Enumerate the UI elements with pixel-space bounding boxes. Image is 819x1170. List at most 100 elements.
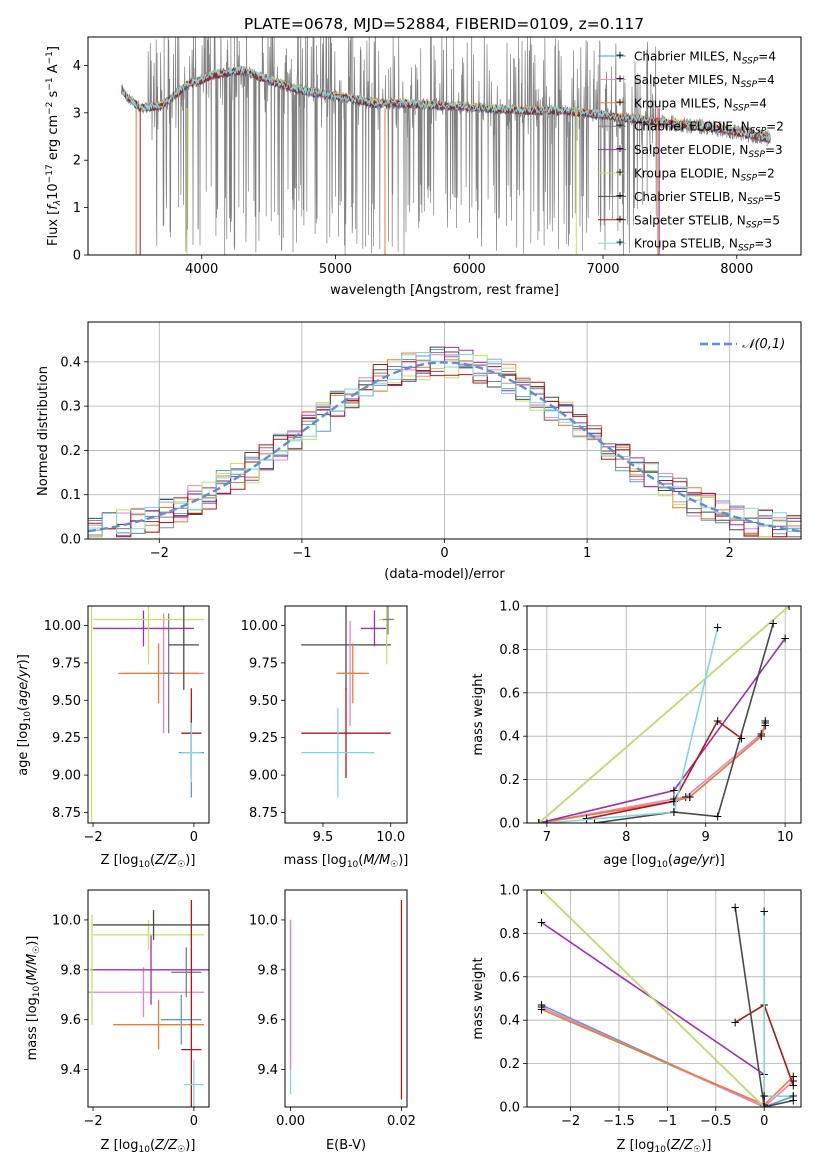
x-axis-label-part: )] [398, 853, 408, 868]
x-axis-label: Z [log10​(Z/Z☉​)] [101, 1138, 196, 1155]
mass-weight-line [594, 623, 774, 823]
mass-weight-marker: + [669, 783, 679, 797]
mass-weight-marker: + [759, 905, 769, 919]
y-tick-label: 4 [73, 59, 81, 74]
x-axis-label-part: M/M [363, 853, 390, 868]
x-axis-label-part: ☉ [177, 860, 185, 870]
mass-weight-marker: + [534, 816, 544, 830]
x-axis-label-part: )] [185, 853, 195, 868]
y-axis-label: age [log10​(age/yr)] [16, 654, 33, 776]
y-tick-label: 9.00 [52, 769, 81, 784]
mass-weight-marker: + [784, 599, 794, 613]
legend-label-part: SSP [741, 174, 758, 184]
y-axis-label-part: Flux [ [46, 210, 61, 246]
x-tick-label: 0 [190, 830, 198, 845]
x-tick-label: 0 [760, 1114, 768, 1129]
y-axis-label-part: 10 [46, 183, 61, 200]
y-tick-label: 0.0 [499, 1101, 520, 1116]
y-tick-label: 9.75 [52, 656, 81, 671]
x-axis-label-part: )] [185, 1138, 195, 1153]
legend-label-part: =4 [758, 50, 776, 64]
axes-frame [526, 605, 802, 824]
legend-label-part: Salpeter ELODIE, N [634, 143, 748, 157]
y-tick-label: 10.00 [241, 619, 278, 634]
residual-histogram [88, 354, 801, 538]
age-vs-mass-panel: 9.5 10.0 8.75 9.00 9.25 9.50 9.75 10.00 mass [lo… [241, 605, 408, 870]
x-tick-label: 7 [543, 830, 551, 845]
x-tick-label: 0.02 [387, 1114, 416, 1129]
x-axis-label-part: 10 [347, 860, 359, 870]
legend-label-part: =4 [749, 96, 767, 110]
y-tick-label: 8.75 [249, 806, 278, 821]
mass-weight-marker: + [768, 616, 778, 630]
y-tick-label: 2 [73, 154, 81, 169]
residual-histogram [88, 346, 801, 531]
x-axis-label-part: Z/Z [154, 853, 178, 868]
mass-weight-marker: + [536, 916, 546, 930]
mass-weight-marker: + [788, 1093, 798, 1107]
x-tick-label: 6000 [453, 262, 486, 277]
legend-marker: + [615, 236, 624, 249]
mass-weight-marker: + [536, 998, 546, 1012]
y-tick-label: 0.6 [499, 686, 520, 701]
x-axis-label-part: Z/Z [154, 1138, 178, 1153]
residual-histogram [88, 361, 801, 538]
mass-weight-marker: + [536, 883, 546, 897]
plot-area: ++ +++++ +++++ ++++++++++++ +++++++++ [534, 599, 794, 830]
axes-frame [526, 889, 802, 1108]
mass-weight-marker: + [669, 794, 679, 808]
y-tick-label: 10.0 [52, 913, 81, 928]
x-tick-label: −1 [292, 546, 311, 561]
x-axis-label-part: 10 [656, 860, 668, 870]
x-tick-label: 7000 [586, 262, 619, 277]
legend-marker: + [615, 166, 624, 179]
x-axis-label-part: Z [log [617, 1138, 655, 1153]
y-tick-label: 9.6 [60, 1013, 81, 1028]
y-axis-label-part: mass [log [25, 997, 40, 1060]
x-axis-label-part: age [log [603, 853, 656, 868]
mass-weight-marker: + [669, 792, 679, 806]
y-axis-label-part: s [46, 90, 61, 101]
legend-label: 𝒩(0,1) [742, 337, 785, 352]
y-axis-label-part: ] [46, 46, 61, 51]
x-axis-label-part: ☉ [177, 1145, 185, 1155]
x-tick-label: 10.0 [376, 830, 405, 845]
plot-area [88, 899, 209, 1107]
legend-label-part: SSP [750, 127, 767, 137]
x-tick-label: −2 [83, 830, 102, 845]
legend-marker: + [615, 212, 624, 225]
x-axis-label: Z [log10​(Z/Z☉​)] [101, 853, 196, 870]
legend-label-part: SSP [733, 103, 750, 113]
x-axis-label-part: ( [150, 1138, 155, 1153]
mass-weight-marker: + [534, 816, 544, 830]
y-tick-label: 0.4 [499, 1014, 520, 1029]
x-tick-label: 9 [702, 830, 710, 845]
x-tick-label: 0 [190, 1114, 198, 1129]
mass-weight-marker: + [788, 1078, 798, 1092]
y-tick-label: 0.6 [499, 970, 520, 985]
y-tick-label: 1.0 [499, 884, 520, 899]
x-tick-label: 10 [777, 830, 794, 845]
x-tick-label: −1 [658, 1114, 677, 1129]
mass-weight-marker: + [788, 1070, 798, 1084]
y-tick-label: 3 [73, 106, 81, 121]
y-tick-label: 9.75 [249, 656, 278, 671]
y-axis-label-part: ( [25, 981, 40, 986]
x-axis-label-part: )] [701, 1138, 711, 1153]
model-spectrum [120, 64, 771, 142]
legend-label-part: =4 [757, 73, 775, 87]
mass-weight-line [763, 911, 794, 1097]
legend-label: Salpeter ELODIE, NSSP​=3 [634, 143, 783, 160]
legend-label-part: =2 [766, 120, 784, 134]
mass-weight-marker: + [713, 714, 723, 728]
y-tick-label: 8.75 [52, 806, 81, 821]
y-tick-label: 9.50 [249, 694, 278, 709]
legend-label-part: Chabrier MILES, N [634, 50, 742, 64]
legend-marker: + [615, 72, 624, 85]
legend-label-part: Chabrier ELODIE, N [634, 120, 750, 134]
legend-label: Chabrier MILES, NSSP​=4 [634, 50, 776, 67]
y-tick-label: 0.4 [60, 355, 81, 370]
axes-frame [87, 36, 802, 256]
plot-area: ++++++++++++++++++ ++++++ + [536, 883, 798, 1107]
figure-title: PLATE=0678, MJD=52884, FIBERID=0109, z=0… [244, 15, 644, 33]
